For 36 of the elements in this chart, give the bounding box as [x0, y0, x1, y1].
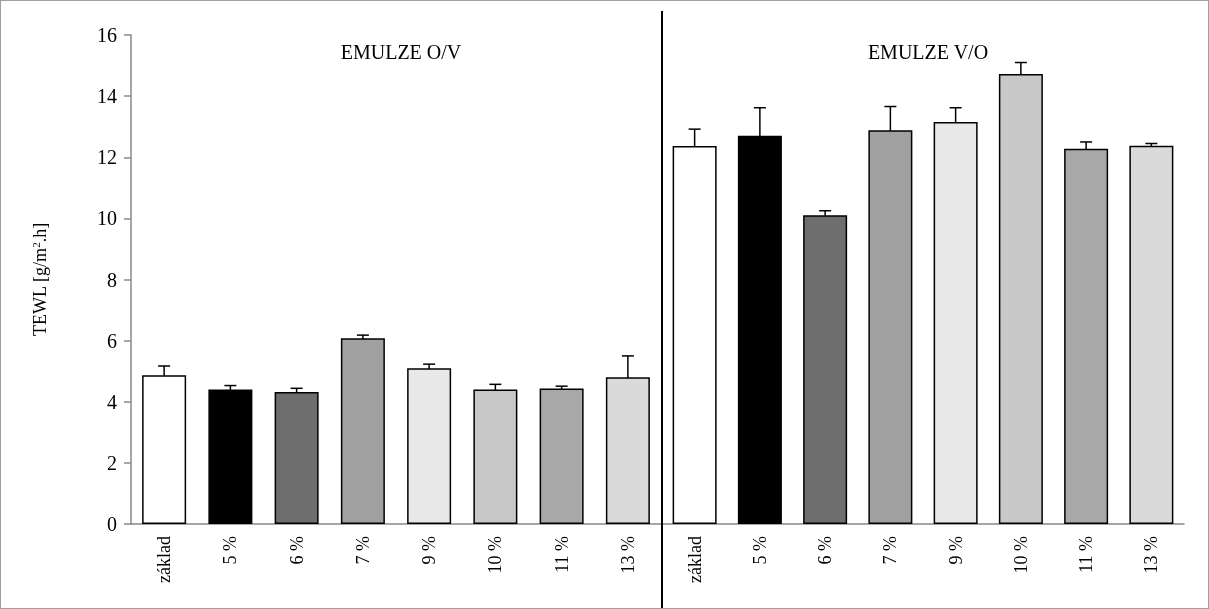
bar: [803, 215, 848, 524]
bar: [473, 389, 518, 524]
bar: [208, 389, 253, 524]
y-tick-label: 6: [107, 329, 117, 352]
bar: [274, 391, 319, 524]
chart-title: EMULZE V/O: [867, 41, 989, 63]
x-tick-label: 11 %: [1076, 536, 1097, 573]
x-tick-label: 7 %: [880, 536, 901, 565]
y-tick-label: 4: [107, 390, 117, 413]
bar: [340, 338, 385, 524]
x-tick-label: základ: [684, 536, 705, 583]
x-tick-label: 6 %: [286, 536, 307, 565]
x-tick-label: 13 %: [1141, 536, 1162, 574]
y-tick-label: 14: [97, 85, 117, 108]
x-tick-label: 9 %: [419, 536, 440, 565]
x-tick-label: 5 %: [220, 536, 241, 565]
bar: [407, 368, 452, 524]
x-tick-label: 10 %: [1010, 536, 1031, 574]
x-tick-label: 9 %: [945, 536, 966, 565]
y-tick-label: 0: [107, 513, 117, 535]
x-tick-label: 13 %: [617, 536, 638, 574]
y-tick-label: 12: [97, 146, 117, 169]
x-tick-label: základ: [154, 536, 175, 583]
x-tick-label: 5 %: [749, 536, 770, 565]
x-tick-label: 7 %: [352, 536, 373, 565]
x-tick-label: 6 %: [815, 536, 836, 565]
y-tick-label: 16: [97, 24, 117, 46]
y-tick-label: 10: [97, 207, 117, 230]
chart-title: EMULZE O/V: [340, 41, 462, 63]
x-tick-label: 10 %: [485, 536, 506, 574]
y-axis-title: TEWL [g/m2.h]: [29, 222, 50, 336]
bar: [539, 388, 584, 524]
bar: [1129, 145, 1174, 524]
x-tick-label: 11 %: [551, 536, 572, 573]
y-tick-label: 8: [107, 268, 117, 291]
y-tick-label: 2: [107, 451, 117, 474]
